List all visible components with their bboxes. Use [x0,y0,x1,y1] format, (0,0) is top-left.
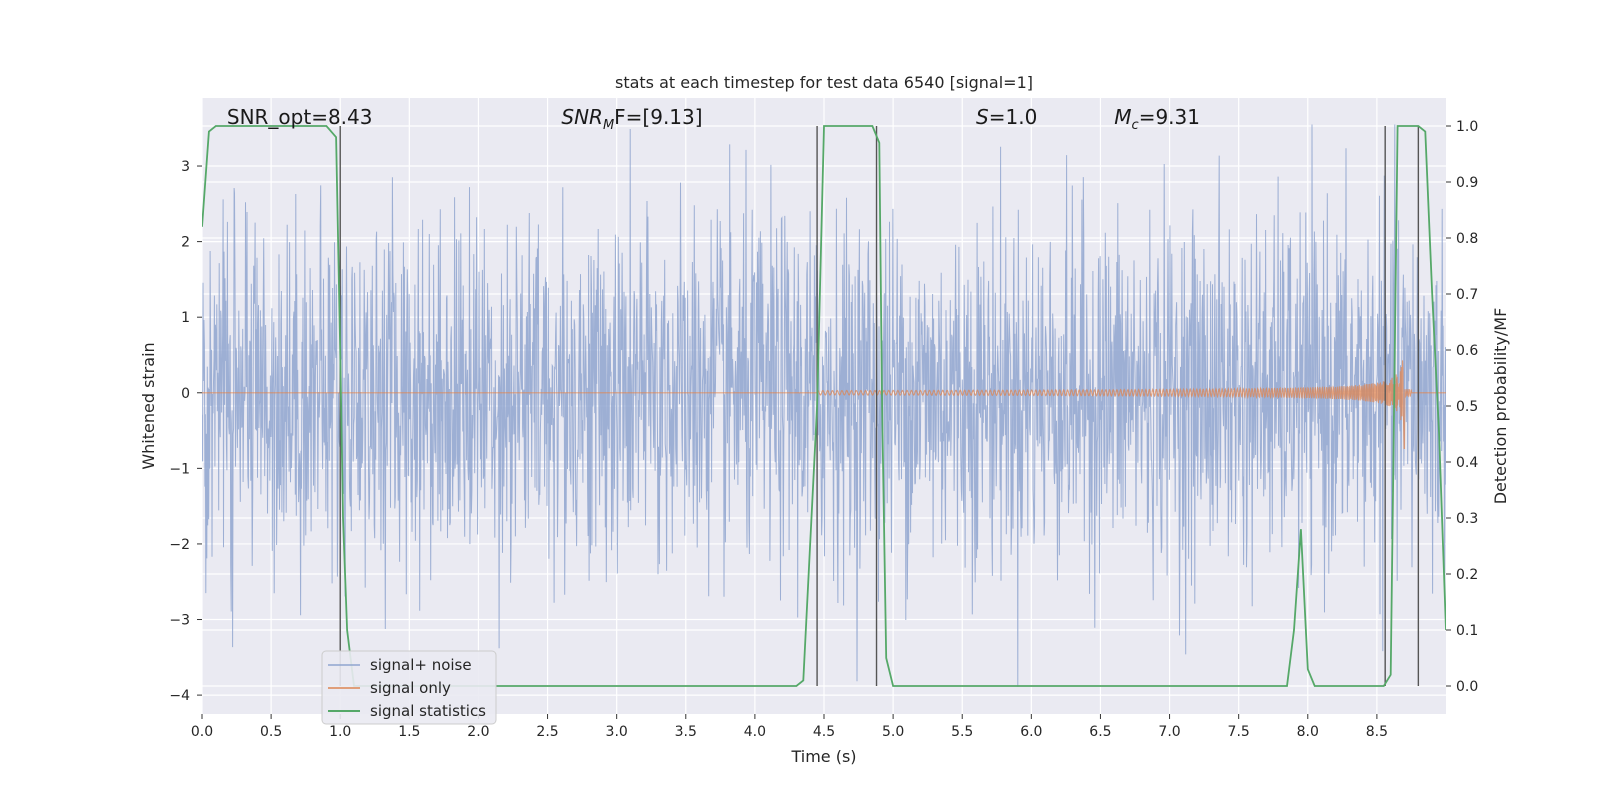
y-left-tick-label: −2 [169,537,190,553]
x-tick-label: 2.5 [536,724,558,740]
legend-label: signal+ noise [370,656,472,674]
x-tick-label: 5.0 [882,724,904,740]
vertical-markers [339,126,1420,686]
annotation-mc-value: Mc=9.31 [1114,105,1200,133]
annotation-base: SNR [561,105,603,129]
y-right-tick-label: 0.8 [1456,231,1478,247]
annotation-s-value: S=1.0 [976,105,1037,129]
y-left-tick-label: 0 [181,386,190,402]
annotation-subscript: c [1132,118,1139,133]
x-tick-label: 4.5 [813,724,835,740]
y-right-tick-label: 0.9 [1456,175,1478,191]
y-left-tick-label: −4 [169,688,190,704]
annotations: SNR_opt=8.43 SNRMF=[9.13] S=1.0 Mc=9.31 [227,105,1200,133]
legend: signal+ noise signal only signal statistic… [321,650,497,725]
x-tick-label: 7.0 [1158,724,1180,740]
annotation-snr-mf: SNRMF=[9.13] [561,105,702,133]
x-tick-label: 6.0 [1020,724,1042,740]
y-axis-right-label: Detection probability/MF [1491,308,1510,505]
y-right-tick-label: 0.3 [1456,511,1478,527]
signal-noise-line [202,124,1446,687]
x-tick-label: 2.0 [467,724,489,740]
y-left-tick-label: 2 [181,235,190,251]
x-tick-label: 4.0 [744,724,766,740]
annotation-subscript: M [603,118,614,133]
annotation-base: M [1114,105,1131,129]
annotation-snr-opt: SNR_opt=8.43 [227,105,373,129]
y-right-tick-label: 0.4 [1456,455,1478,471]
signal-only-line [202,360,1446,450]
y-axis-left: 3 2 1 0 −1 −2 −3 −4 [169,159,202,704]
chart-title: stats at each timestep for test data 654… [615,73,1033,92]
y-right-tick-label: 1.0 [1456,119,1478,135]
annotation-tail: F=[9.13] [614,105,702,129]
y-left-tick-label: 3 [181,159,190,175]
legend-box [321,650,497,725]
x-axis: 0.0 0.5 1.0 1.5 2.0 2.5 3.0 3.5 4.0 4.5 5.0 5.5 6.0 6… [191,714,1388,740]
annotation-tail: =9.31 [1139,105,1200,129]
x-tick-label: 1.0 [329,724,351,740]
x-tick-label: 1.5 [398,724,420,740]
x-tick-label: 0.5 [260,724,282,740]
x-tick-label: 8.5 [1366,724,1388,740]
y-axis-right: 1.0 0.9 0.8 0.7 0.6 0.5 0.4 0.3 0.2 0.1 0.0 [1446,119,1478,695]
y-right-tick-label: 0.1 [1456,623,1478,639]
annotation-base: S [976,105,989,129]
x-tick-label: 8.0 [1297,724,1319,740]
y-right-tick-label: 0.6 [1456,343,1478,359]
y-right-tick-label: 0.2 [1456,567,1478,583]
series-signal-statistics [202,125,1446,687]
legend-label: signal only [370,679,451,697]
y-left-tick-label: −1 [169,461,190,477]
legend-label: signal statistics [370,702,486,720]
series-signal-only [202,360,1446,450]
annotation-tail: =1.0 [989,105,1038,129]
y-right-tick-label: 0.5 [1456,399,1478,415]
y-left-tick-label: 1 [181,310,190,326]
x-tick-label: 3.5 [675,724,697,740]
series-signal-noise [202,124,1446,687]
y-right-tick-label: 0.7 [1456,287,1478,303]
y-left-tick-label: −3 [169,613,190,629]
y-axis-left-label: Whitened strain [139,342,158,469]
x-axis-label: Time (s) [790,747,856,766]
signal-statistics-line [202,125,1446,687]
x-tick-label: 5.5 [951,724,973,740]
x-tick-label: 3.0 [606,724,628,740]
x-tick-label: 7.5 [1228,724,1250,740]
x-tick-label: 6.5 [1089,724,1111,740]
x-tick-label: 0.0 [191,724,213,740]
y-right-tick-label: 0.0 [1456,679,1478,695]
